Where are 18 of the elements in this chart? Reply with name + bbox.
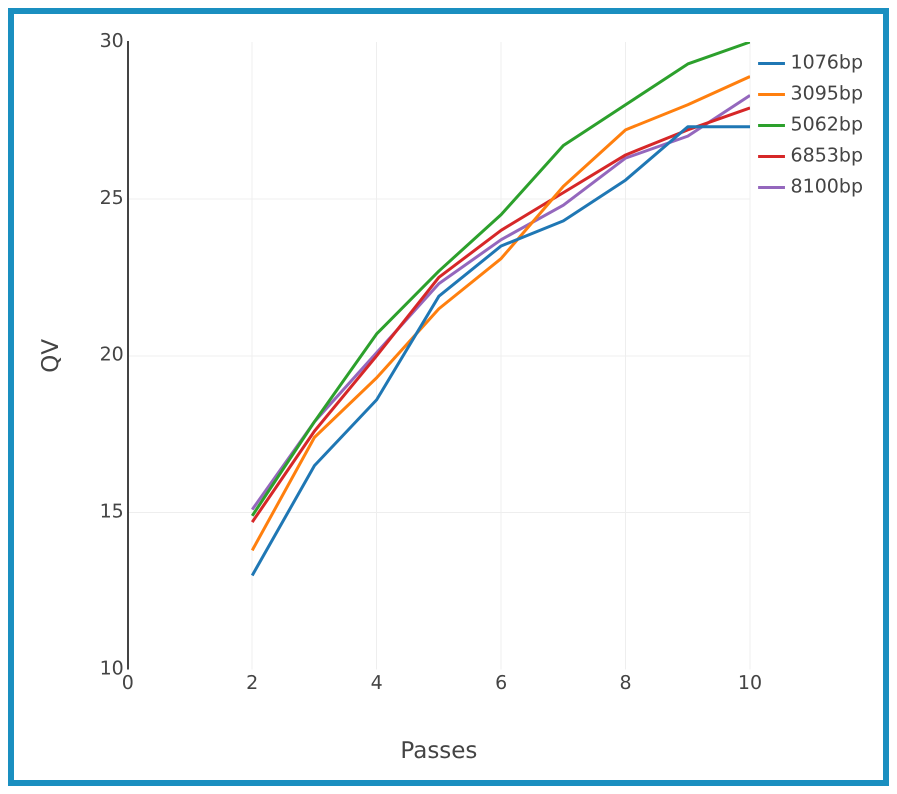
y-tick-label: 25 <box>100 186 124 209</box>
x-tick-label: 0 <box>122 672 134 694</box>
y-tick-label: 10 <box>100 658 124 680</box>
legend-label: 6853bp <box>790 144 864 166</box>
legend-label: 1076bp <box>790 51 864 74</box>
legend-label: 8100bp <box>790 175 864 198</box>
y-tick-label: 30 <box>100 30 124 52</box>
y-tick-label: 20 <box>100 344 124 366</box>
x-tick-label: 8 <box>620 672 632 694</box>
x-tick-label: 10 <box>738 672 762 694</box>
x-axis-title: Passes <box>400 738 478 764</box>
y-axis-title: QV <box>38 338 64 373</box>
x-tick-label: 2 <box>246 672 258 694</box>
x-tick-label: 4 <box>370 672 383 694</box>
y-tick-label: 15 <box>100 500 124 523</box>
legend-label: 5062bp <box>790 113 864 136</box>
x-tick-label: 6 <box>495 672 508 694</box>
legend-label: 3095bp <box>790 82 864 104</box>
